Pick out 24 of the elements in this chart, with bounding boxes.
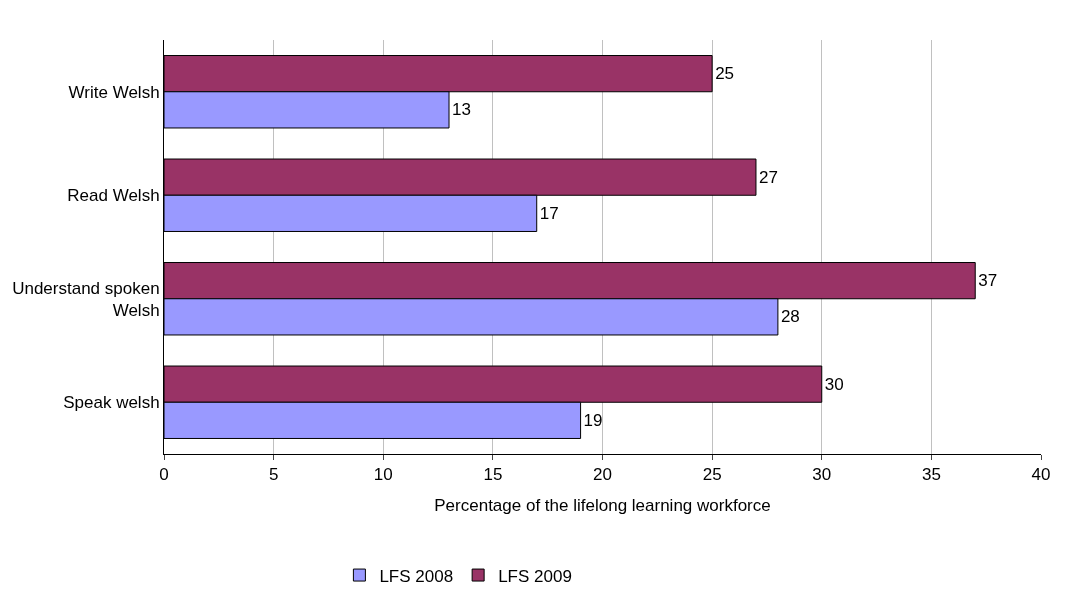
legend-label: LFS 2008 <box>379 566 454 586</box>
x-tick-label: 5 <box>268 465 279 485</box>
legend-label: LFS 2009 <box>498 566 572 586</box>
y-tick-label: Understand spoken Welsh <box>12 278 160 320</box>
x-tick-label: 10 <box>373 465 393 485</box>
x-axis-title: Percentage of the lifelong learning workforce <box>434 495 771 515</box>
y-tick-label: Write Welsh <box>68 82 160 102</box>
y-tick-label: Speak welsh <box>63 393 160 413</box>
data-label: 13 <box>452 100 471 120</box>
data-label: 28 <box>780 307 800 327</box>
data-label: 30 <box>824 374 844 394</box>
data-label: 19 <box>583 410 603 430</box>
y-tick-label: Read Welsh <box>67 186 160 206</box>
x-tick-label: 40 <box>1031 465 1051 485</box>
x-tick-label: 20 <box>593 465 612 485</box>
data-label: 37 <box>978 271 998 291</box>
x-tick-label: 0 <box>159 465 169 485</box>
x-tick-label: 15 <box>483 465 503 485</box>
x-tick-label: 35 <box>921 465 941 485</box>
x-tick-label: 30 <box>812 465 832 485</box>
data-label: 27 <box>758 167 778 187</box>
x-tick-label: 25 <box>702 465 722 485</box>
data-label: 17 <box>539 203 559 223</box>
data-label: 25 <box>715 64 735 84</box>
